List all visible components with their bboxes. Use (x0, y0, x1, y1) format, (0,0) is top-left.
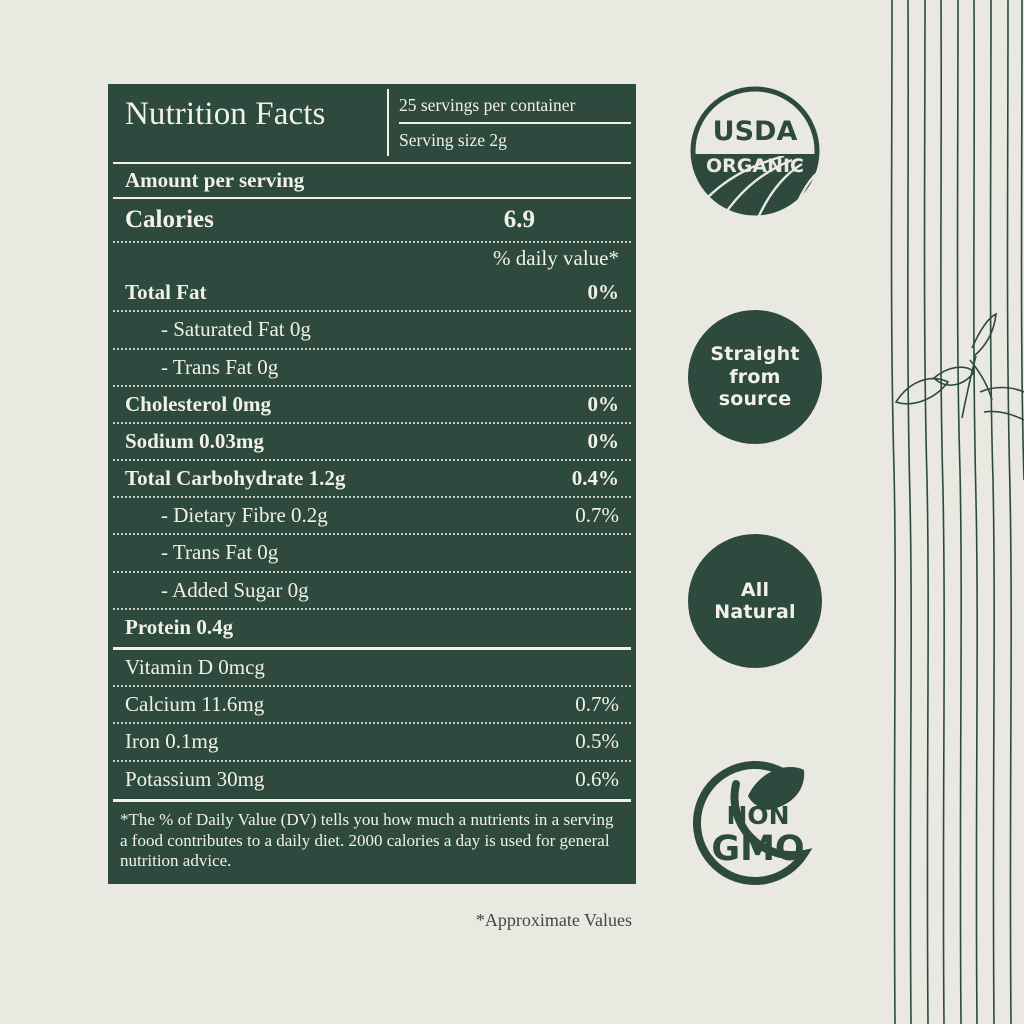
nutrient-label: - Added Sugar 0g (161, 577, 309, 602)
badge-straight-line3: source (718, 388, 792, 411)
approximate-values-note: *Approximate Values (475, 910, 632, 930)
nutrient-label: - Dietary Fibre 0.2g (161, 503, 328, 528)
nutrient-row: - Dietary Fibre 0.2g 0.7% (113, 498, 631, 536)
calories-value: 6.9 (503, 206, 535, 234)
nutrient-row: Vitamin D 0mcg (113, 650, 631, 688)
wheat-stalk-illustration (890, 0, 1024, 1024)
nutrient-daily-value: 0% (587, 428, 620, 453)
nutrient-label: Vitamin D 0mcg (125, 655, 265, 680)
nutrient-daily-value: 0.6% (575, 766, 619, 791)
daily-value-header-row: % daily value* (113, 243, 631, 275)
amount-per-serving-band: Amount per serving (113, 162, 631, 200)
nutrient-daily-value: 0.7% (575, 503, 619, 528)
badge-natural-line1: All (740, 578, 770, 601)
non-gmo-line2: GMO (711, 829, 804, 869)
badge-natural-line2: Natural (714, 601, 796, 623)
nutrient-label: - Trans Fat 0g (161, 354, 279, 379)
badge-usda-organic: USDA ORGANIC (688, 84, 822, 218)
non-gmo-seal-icon: NON GMO (692, 761, 813, 885)
nutrient-label: Potassium 30mg (125, 766, 265, 791)
footnote-text: *The % of Daily Value (DV) tells you how… (120, 809, 614, 871)
nutrient-label: Sodium 0.03mg (125, 428, 264, 453)
servings-per-container: 25 servings per container (399, 89, 631, 124)
nutrient-row: Protein 0.4g (113, 610, 631, 645)
nutrition-header: Nutrition Facts 25 servings per containe… (108, 84, 636, 156)
nutrient-row: - Added Sugar 0g (113, 573, 631, 610)
serving-info: 25 servings per container Serving size 2… (387, 89, 631, 156)
nutrient-row: - Trans Fat 0g (113, 535, 631, 573)
nutrient-daily-value: 0.7% (575, 692, 619, 717)
nutrient-row: Potassium 30mg 0.6% (113, 762, 631, 797)
nutrient-row: Total Fat 0% (113, 275, 631, 313)
nutrient-daily-value: 0% (587, 280, 620, 305)
nutrient-row: - Trans Fat 0g (113, 350, 631, 387)
nutrient-row: Sodium 0.03mg 0% (113, 424, 631, 462)
nutrient-daily-value: 0.4% (571, 466, 619, 491)
micronutrient-rows: Vitamin D 0mcg Calcium 11.6mg 0.7% Iron 0.1… (108, 650, 636, 797)
nutrient-daily-value: 0.5% (575, 729, 619, 754)
nutrient-label: Iron 0.1mg (125, 729, 219, 754)
badge-natural-text: All Natural (714, 579, 795, 624)
badge-all-natural: All Natural (688, 534, 822, 668)
calories-row: Calories 6.9 (113, 199, 631, 244)
nutrient-rows: Calories 6.9 % daily value* Total Fat 0% -… (108, 199, 636, 645)
usda-organic-seal-icon: USDA ORGANIC (690, 86, 820, 218)
micronutrient-separator (113, 647, 631, 651)
usda-bottom-text: ORGANIC (706, 155, 804, 177)
nutrient-row: Calcium 11.6mg 0.7% (113, 687, 631, 725)
badge-straight-line2: from (729, 365, 781, 388)
non-gmo-line1: NON (726, 801, 789, 830)
nutrient-row: Total Carbohydrate 1.2g 0.4% (113, 461, 631, 499)
nutrient-label: Protein 0.4g (125, 614, 234, 639)
nutrition-facts-panel: Nutrition Facts 25 servings per containe… (108, 84, 636, 884)
nutrient-label: Cholesterol 0mg (125, 391, 272, 416)
nutrient-row: Cholesterol 0mg 0% (113, 387, 631, 424)
serving-size: Serving size 2g (399, 129, 507, 150)
badge-straight-text: Straight from source (710, 343, 799, 410)
footnote-separator (113, 798, 631, 802)
page-title: Nutrition Facts (125, 96, 326, 132)
calories-label: Calories (125, 206, 214, 234)
nutrient-label: Calcium 11.6mg (125, 692, 265, 717)
badge-straight-line1: Straight (710, 343, 800, 366)
nutrient-label: Total Fat (125, 280, 207, 305)
usda-top-text: USDA (713, 116, 798, 147)
nutrient-row: - Saturated Fat 0g (113, 312, 631, 350)
nutrient-label: Total Carbohydrate 1.2g (125, 466, 346, 491)
nutrient-daily-value: 0% (587, 391, 620, 416)
badge-non-gmo: NON GMO (688, 756, 828, 896)
nutrient-label: - Trans Fat 0g (161, 540, 279, 565)
daily-value-header: % daily value* (493, 246, 619, 271)
nutrient-row: Iron 0.1mg 0.5% (113, 724, 631, 762)
badge-straight-from-source: Straight from source (688, 310, 822, 444)
nutrient-label: - Saturated Fat 0g (161, 317, 311, 342)
